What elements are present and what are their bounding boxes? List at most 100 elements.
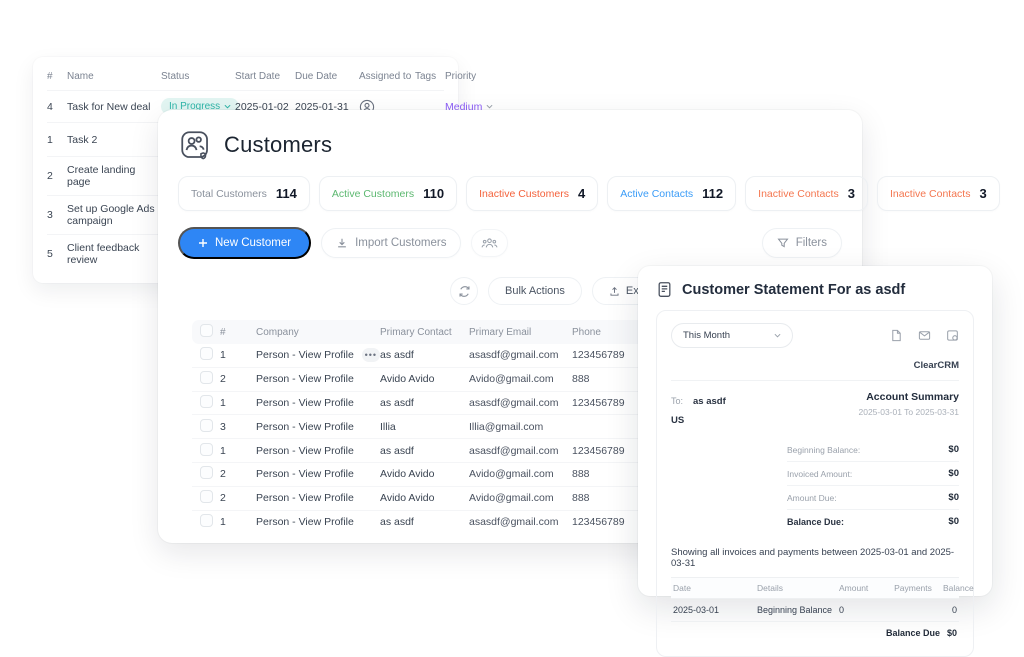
statement-table-footer: Balance Due $0 [671, 621, 959, 644]
export-icon [609, 286, 620, 297]
priority-label: Medium [445, 100, 483, 113]
table-row: 2 Person - View Profile Avido Avido Avid… [192, 368, 828, 392]
row-checkbox[interactable] [200, 442, 213, 456]
row-checkbox[interactable] [200, 514, 213, 528]
filters-label: Filters [795, 237, 827, 249]
tasks-table-header: # Name Status Start Date Due Date Assign… [47, 69, 476, 90]
primary-email: asasdf@gmail.com [469, 396, 559, 409]
table-row: 1 Person - View Profile as asdf asasdf@g… [192, 439, 828, 463]
statement-document-icon [656, 281, 673, 298]
phone: 123456789 [572, 444, 625, 457]
row-checkbox[interactable] [200, 418, 213, 432]
row-number: 1 [220, 516, 226, 529]
plus-icon [198, 238, 208, 248]
download-icon [336, 237, 348, 249]
primary-contact: Avido Avido [380, 468, 435, 481]
task-due-date: 2025-01-31 [295, 100, 349, 113]
primary-email: Avido@gmail.com [469, 468, 554, 481]
company-link[interactable]: Person - View Profile [256, 516, 354, 529]
primary-contact: as asdf [380, 444, 414, 457]
statement-title: Customer Statement For as asdf [682, 281, 906, 298]
row-number: 2 [220, 468, 226, 481]
period-select[interactable]: This Month [671, 323, 793, 348]
filters-button[interactable]: Filters [761, 228, 842, 258]
summary-value: $0 [948, 468, 959, 479]
showing-text: Showing all invoices and payments betwee… [671, 547, 955, 569]
chevron-down-icon [486, 104, 493, 109]
stat-value: 110 [423, 186, 445, 201]
summary-value: $0 [948, 492, 959, 503]
stat-label: Inactive Contacts [889, 187, 971, 200]
stat-label: Total Customers [191, 187, 267, 200]
row-number: 2 [220, 492, 226, 505]
bulk-contacts-button[interactable] [471, 229, 509, 257]
stat-inactive-contacts: Inactive Contacts 3 [876, 176, 1000, 211]
col-primary-contact: Primary Contact [380, 326, 452, 338]
new-customer-button[interactable]: New Customer [178, 227, 312, 259]
statement-body: This Month [656, 310, 974, 657]
primary-contact: Illia [380, 420, 396, 433]
company-link[interactable]: Person - View Profile [256, 420, 354, 433]
row-checkbox[interactable] [200, 371, 213, 385]
statement-table: Date Details Amount Payments Balance 202… [671, 577, 974, 644]
to-label: To: [671, 396, 684, 406]
priority-dropdown[interactable]: Medium [445, 101, 493, 113]
task-number: 4 [47, 100, 53, 113]
col-company: Company [256, 326, 299, 338]
row-menu-button[interactable]: ••• [361, 348, 380, 363]
row-checkbox[interactable] [200, 394, 213, 408]
stat-label: Active Contacts [620, 187, 694, 200]
row-number: 1 [220, 349, 226, 362]
summary-row: Invoiced Amount: $0 [787, 461, 959, 485]
primary-contact: Avido Avido [380, 373, 435, 386]
summary-value: $0 [948, 444, 959, 455]
company-link[interactable]: Person - View Profile [256, 468, 354, 481]
primary-email: asasdf@gmail.com [469, 349, 559, 362]
company-link[interactable]: Person - View Profile [256, 349, 354, 362]
stat-inactive-customers: Inactive Customers 4 [466, 176, 599, 211]
table-row: 2 Person - View Profile Avido Avido Avid… [192, 463, 828, 487]
summary-value: $0 [948, 516, 959, 527]
refresh-button[interactable] [450, 277, 478, 305]
task-name: Task for New deal [67, 100, 151, 113]
task-start-date: 2025-01-02 [235, 100, 289, 113]
company-link[interactable]: Person - View Profile [256, 396, 354, 409]
col-name: Name [67, 71, 94, 82]
recipient-block: To: as asdf US [671, 391, 726, 426]
bulk-actions-button[interactable]: Bulk Actions [488, 277, 582, 305]
task-name: Set up Google Ads campaign [67, 203, 155, 227]
company-link[interactable]: Person - View Profile [256, 492, 354, 505]
stats-row: Total Customers 114 Active Customers 110… [178, 176, 1000, 211]
stat-active-contacts: Active Contacts 112 [607, 176, 737, 211]
primary-email: Avido@gmail.com [469, 492, 554, 505]
row-checkbox[interactable] [200, 466, 213, 480]
row-number: 3 [220, 420, 226, 433]
select-all-checkbox[interactable] [200, 324, 213, 337]
company-link[interactable]: Person - View Profile [256, 444, 354, 457]
summary-title: Account Summary [866, 391, 959, 403]
import-customers-label: Import Customers [355, 237, 447, 249]
row-checkbox[interactable] [200, 490, 213, 504]
company-link[interactable]: Person - View Profile [256, 373, 354, 386]
task-name: Create landing page [67, 164, 136, 188]
task-name: Task 2 [67, 133, 98, 146]
to-name: as asdf [693, 396, 726, 407]
pdf-file-icon[interactable] [890, 329, 903, 342]
row-checkbox[interactable] [200, 347, 213, 361]
import-customers-button[interactable]: Import Customers [321, 228, 462, 258]
table-row: 3 Person - View Profile Illia Illia@gmai… [192, 415, 828, 440]
primary-contact: as asdf [380, 349, 414, 362]
phone: 888 [572, 468, 590, 481]
stat-total-customers: Total Customers 114 [178, 176, 310, 211]
stat-label: Active Customers [331, 187, 415, 200]
filter-funnel-icon [777, 237, 789, 249]
stat-label: Inactive Contacts [758, 187, 839, 200]
summary-label: Beginning Balance: [787, 444, 861, 455]
summary-label: Balance Due: [787, 516, 845, 527]
customers-icon [178, 128, 212, 162]
print-icon[interactable] [946, 329, 959, 342]
period-select-value: This Month [683, 330, 730, 341]
email-icon[interactable] [918, 329, 931, 342]
brand-label: ClearCRM [913, 360, 959, 371]
summary-period: 2025-03-01 To 2025-03-31 [858, 407, 959, 417]
